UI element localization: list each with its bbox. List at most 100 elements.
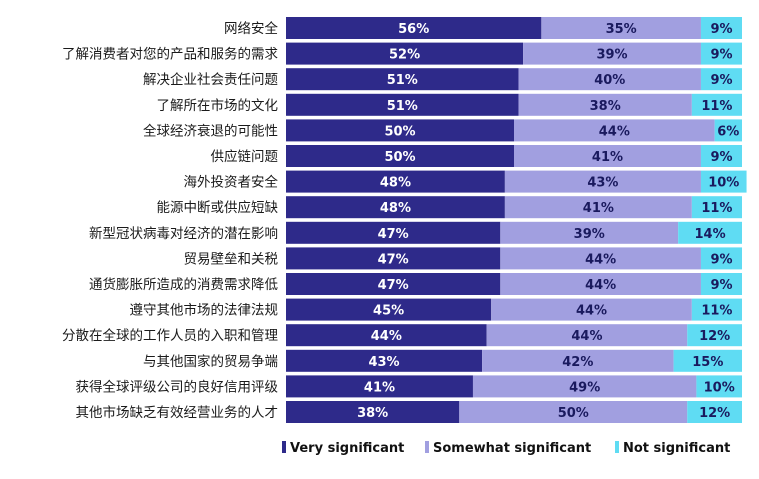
bar-segment: [700, 145, 742, 167]
bar-segment: [486, 324, 688, 347]
bar-segment: [500, 273, 701, 295]
data-label: 12%: [699, 406, 730, 421]
bar-segment: [691, 298, 742, 321]
data-label: 11%: [701, 99, 732, 114]
bar-segment: [514, 145, 701, 167]
data-label: 39%: [574, 227, 605, 242]
data-label: 44%: [585, 252, 616, 267]
bar-segment: [286, 273, 501, 295]
legend: Very significant Somewhat significant Not …: [282, 441, 730, 456]
bar-segment: [286, 247, 501, 270]
data-label: 35%: [606, 22, 637, 37]
bar-segment: [286, 68, 519, 91]
data-label: 12%: [699, 329, 730, 344]
data-label: 41%: [583, 201, 614, 216]
bar-segment: [541, 17, 701, 39]
bar-segment: [286, 145, 514, 167]
data-label: 52%: [389, 48, 420, 63]
data-label: 50%: [558, 406, 589, 421]
category-label: 获得全球评级公司的良好信用评级: [76, 378, 279, 395]
bar-segment: [286, 298, 492, 321]
data-label: 41%: [364, 380, 395, 395]
category-label: 了解所在市场的文化: [157, 97, 279, 114]
bar-segment: [286, 93, 519, 116]
data-label: 9%: [710, 73, 732, 88]
bar-segment: [472, 375, 697, 398]
data-label: 49%: [569, 380, 600, 395]
category-label: 海外投资者安全: [184, 174, 279, 191]
data-label: 14%: [695, 227, 726, 242]
bar-segment: [700, 42, 742, 65]
data-label: 48%: [380, 176, 411, 191]
data-label: 44%: [599, 124, 630, 139]
data-label: 10%: [704, 380, 735, 395]
data-label: 43%: [368, 355, 399, 370]
bar-segment: [691, 93, 742, 116]
legend-swatch: [282, 441, 286, 453]
bar-segment: [286, 221, 501, 244]
data-label: 9%: [710, 278, 732, 293]
data-label: 6%: [717, 124, 739, 139]
bar-segment: [286, 17, 542, 39]
bar-segment: [523, 42, 701, 65]
data-label: 38%: [590, 99, 621, 114]
category-labels: 网络安全了解消费者对您的产品和服务的需求解决企业社会责任问题了解所在市场的文化全…: [62, 20, 278, 421]
data-label: 11%: [701, 201, 732, 216]
bar-segment: [286, 349, 483, 372]
bar-segment: [491, 298, 692, 321]
bar-segment: [687, 401, 742, 423]
data-label: 45%: [373, 304, 404, 319]
data-label: 48%: [380, 201, 411, 216]
bar-segment: [678, 221, 742, 244]
data-label: 9%: [710, 22, 732, 37]
data-label: 44%: [585, 278, 616, 293]
data-label: 51%: [387, 99, 418, 114]
bar-segment: [482, 349, 674, 372]
bar-segment: [286, 119, 514, 142]
data-label: 9%: [710, 252, 732, 267]
legend-swatch: [615, 441, 619, 453]
data-label: 42%: [562, 355, 593, 370]
bar-segment: [286, 196, 505, 219]
category-label: 网络安全: [224, 20, 278, 37]
bar-segment: [286, 324, 487, 347]
bar-segment: [459, 401, 688, 423]
bar-segment: [700, 170, 747, 193]
bar-segment: [691, 196, 742, 219]
bar-segment: [673, 349, 742, 372]
bar-segment: [504, 196, 692, 219]
category-label: 其他市场缺乏有效经营业务的人才: [76, 404, 279, 421]
bar-segment: [700, 17, 742, 39]
data-label: 43%: [587, 176, 618, 191]
data-label: 9%: [710, 150, 732, 165]
bar-segment: [504, 170, 701, 193]
data-label: 9%: [710, 48, 732, 63]
data-label: 47%: [378, 227, 409, 242]
bar-segment: [687, 324, 742, 347]
data-label: 56%: [398, 22, 429, 37]
legend-label: Very significant: [290, 441, 404, 456]
bar-segment: [696, 375, 742, 398]
data-label: 51%: [387, 73, 418, 88]
bar-segment: [286, 170, 505, 193]
bar-segment: [500, 247, 701, 270]
data-label: 11%: [701, 304, 732, 319]
bar-segment: [700, 273, 742, 295]
data-label: 15%: [692, 355, 723, 370]
category-label: 贸易壁垒和关税: [184, 251, 279, 267]
bar-segment: [514, 119, 715, 142]
data-label: 50%: [384, 124, 415, 139]
bar-segment: [286, 42, 524, 65]
category-label: 与其他国家的贸易争端: [143, 353, 278, 370]
category-label: 通货膨胀所造成的消费需求降低: [89, 276, 278, 293]
data-label: 47%: [378, 278, 409, 293]
legend-swatch: [425, 441, 429, 453]
category-label: 分散在全球的工作人员的入职和管理: [62, 327, 278, 344]
bar-segment: [714, 119, 742, 142]
bar-segment: [286, 375, 473, 398]
category-label: 了解消费者对您的产品和服务的需求: [62, 46, 278, 63]
legend-label: Somewhat significant: [433, 441, 591, 456]
data-label: 40%: [594, 73, 625, 88]
bar-segment: [518, 93, 692, 116]
